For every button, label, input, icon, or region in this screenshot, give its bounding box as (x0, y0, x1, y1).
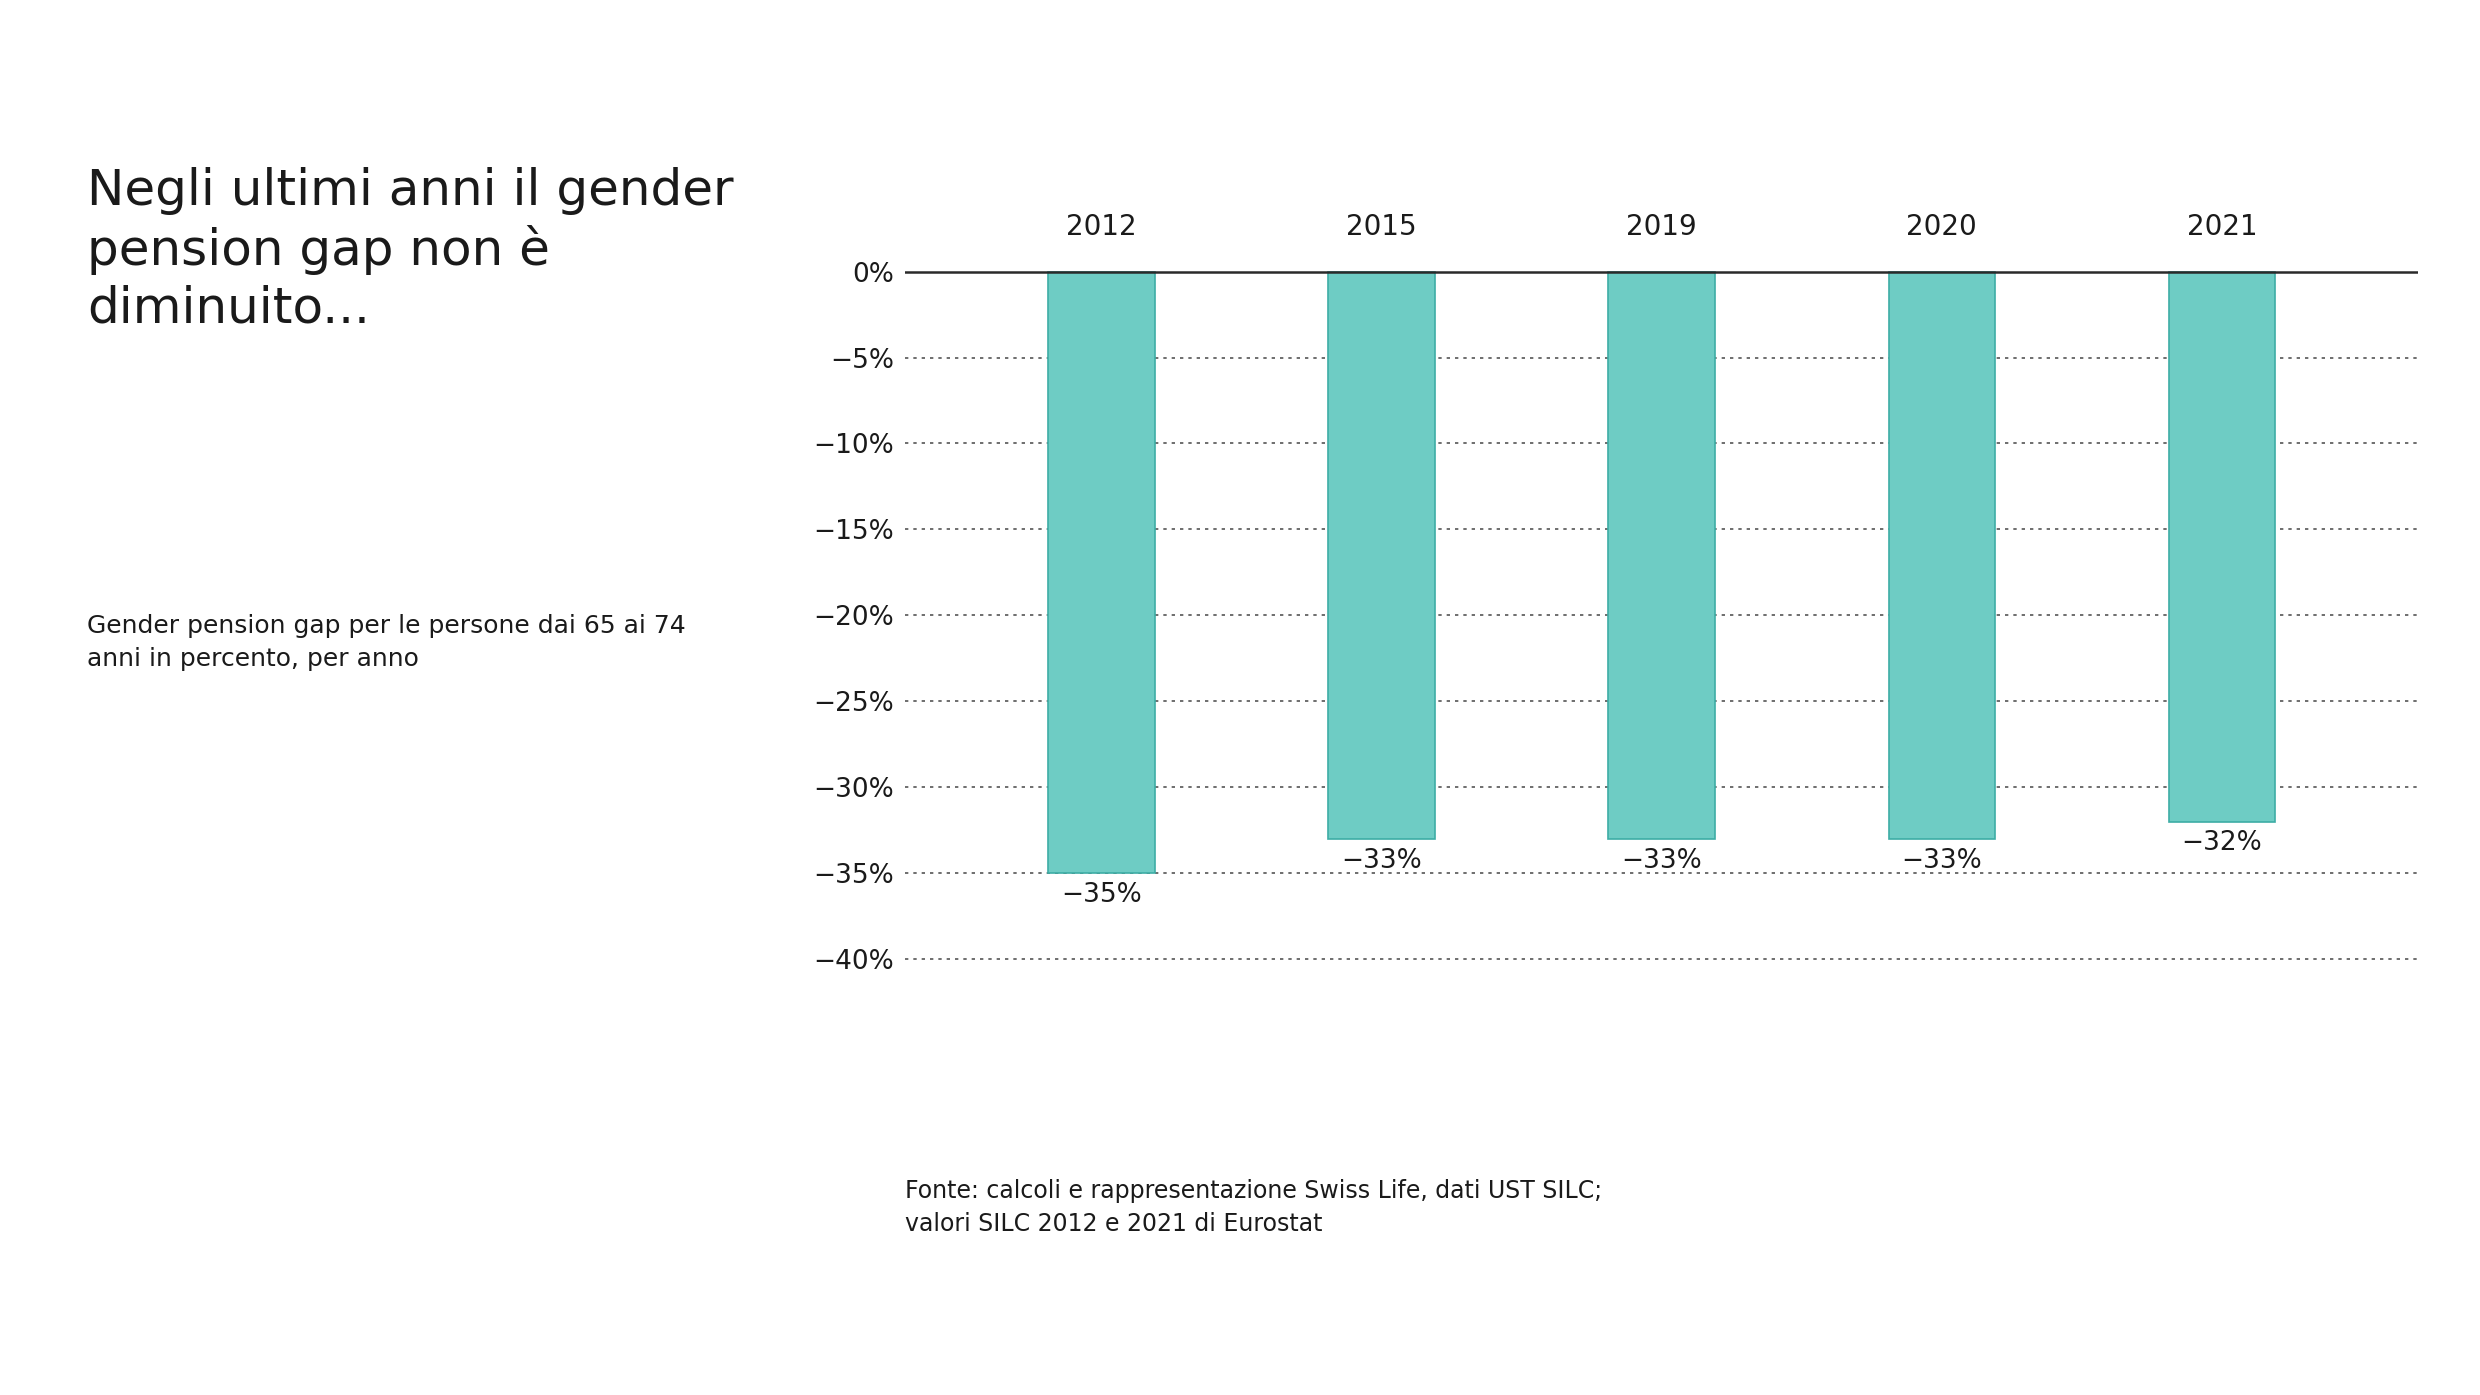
Text: Gender pension gap per le persone dai 65 ai 74
anni in percento, per anno: Gender pension gap per le persone dai 65… (87, 614, 684, 671)
Text: 2012: 2012 (1066, 213, 1136, 241)
Text: −33%: −33% (1902, 848, 1982, 873)
Bar (1049, 272, 1156, 873)
Bar (2168, 272, 2274, 822)
Bar (1329, 272, 1433, 838)
Text: 2019: 2019 (1627, 213, 1696, 241)
Text: −33%: −33% (1342, 848, 1421, 873)
Bar (1890, 272, 1994, 838)
Text: 2015: 2015 (1347, 213, 1416, 241)
Text: 2021: 2021 (2187, 213, 2257, 241)
Text: −33%: −33% (1622, 848, 1701, 873)
Bar (1610, 272, 1714, 838)
Text: 2020: 2020 (1907, 213, 1977, 241)
Text: −32%: −32% (2182, 830, 2262, 857)
Text: Negli ultimi anni il gender
pension gap non è
diminuito...: Negli ultimi anni il gender pension gap … (87, 167, 734, 333)
Text: Fonte: calcoli e rappresentazione Swiss Life, dati UST SILC;
valori SILC 2012 e : Fonte: calcoli e rappresentazione Swiss … (905, 1179, 1602, 1236)
Text: −35%: −35% (1061, 882, 1141, 908)
